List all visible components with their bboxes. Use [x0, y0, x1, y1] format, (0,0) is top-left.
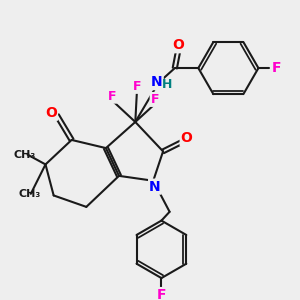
Text: F: F — [151, 93, 159, 106]
Text: N: N — [149, 180, 161, 194]
Text: F: F — [272, 61, 281, 75]
Text: N: N — [151, 75, 163, 89]
Text: O: O — [172, 38, 184, 52]
Text: O: O — [45, 106, 57, 120]
Text: F: F — [157, 288, 166, 300]
Text: CH₃: CH₃ — [18, 189, 40, 199]
Text: H: H — [161, 78, 172, 91]
Text: F: F — [108, 90, 117, 103]
Text: F: F — [133, 80, 141, 93]
Text: O: O — [181, 131, 193, 145]
Text: CH₃: CH₃ — [14, 150, 36, 160]
